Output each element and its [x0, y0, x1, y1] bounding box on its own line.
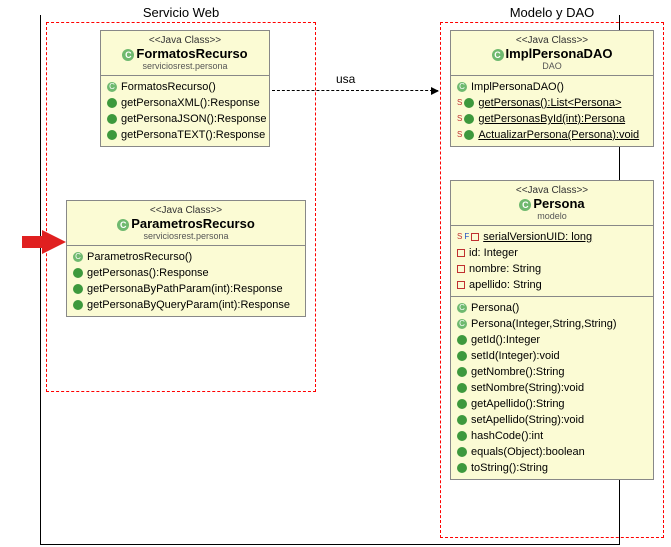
member-text: Persona() — [471, 300, 519, 316]
class-parametros-stereo: <<Java Class>> — [73, 205, 299, 216]
class-formatos: <<Java Class>> CFormatosRecurso servicio… — [100, 30, 270, 147]
class-parametros-name: CParametrosRecurso — [73, 216, 299, 231]
class-parametros: <<Java Class>> CParametrosRecurso servic… — [66, 200, 306, 317]
member-row: SFserialVersionUID: long — [457, 229, 647, 245]
member-text: equals(Object):boolean — [471, 444, 585, 460]
member-text: getPersonaTEXT():Response — [121, 127, 265, 143]
class-dao: <<Java Class>> CImplPersonaDAO DAO CImpl… — [450, 30, 654, 147]
member-row: setApellido(String):void — [457, 412, 647, 428]
member-text: getPersonaJSON():Response — [121, 111, 267, 127]
class-persona-attrs: SFserialVersionUID: longid: Integernombr… — [451, 226, 653, 297]
class-formatos-name: CFormatosRecurso — [107, 46, 263, 61]
member-text: hashCode():int — [471, 428, 543, 444]
class-persona-header: <<Java Class>> CPersona modelo — [451, 181, 653, 226]
member-row: id: Integer — [457, 245, 647, 261]
member-row: CPersona() — [457, 300, 647, 316]
member-text: getPersonas():Response — [87, 265, 209, 281]
member-row: getNombre():String — [457, 364, 647, 380]
class-dao-ops: CImplPersonaDAO()SgetPersonas():List<Per… — [451, 76, 653, 146]
member-row: hashCode():int — [457, 428, 647, 444]
class-persona: <<Java Class>> CPersona modelo SFserialV… — [450, 180, 654, 480]
member-row: getPersonaByPathParam(int):Response — [73, 281, 299, 297]
member-row: getId():Integer — [457, 332, 647, 348]
class-persona-stereo: <<Java Class>> — [457, 185, 647, 196]
class-formatos-header: <<Java Class>> CFormatosRecurso servicio… — [101, 31, 269, 76]
class-parametros-pkg: serviciosrest.persona — [73, 231, 299, 241]
class-persona-ops: CPersona()CPersona(Integer,String,String… — [451, 297, 653, 479]
member-row: setId(Integer):void — [457, 348, 647, 364]
member-row: CParametrosRecurso() — [73, 249, 299, 265]
member-row: getPersonaXML():Response — [107, 95, 263, 111]
member-row: CPersona(Integer,String,String) — [457, 316, 647, 332]
member-row: setNombre(String):void — [457, 380, 647, 396]
member-row: apellido: String — [457, 277, 647, 293]
class-icon: C — [492, 49, 504, 61]
member-row: equals(Object):boolean — [457, 444, 647, 460]
member-text: nombre: String — [469, 261, 541, 277]
member-text: getPersonaByPathParam(int):Response — [87, 281, 283, 297]
package-web-label: Servicio Web — [141, 5, 221, 20]
member-row: CFormatosRecurso() — [107, 79, 263, 95]
member-row: nombre: String — [457, 261, 647, 277]
member-row: getPersonaJSON():Response — [107, 111, 263, 127]
member-row: CImplPersonaDAO() — [457, 79, 647, 95]
member-text: setNombre(String):void — [471, 380, 584, 396]
member-text: Persona(Integer,String,String) — [471, 316, 617, 332]
member-row: getPersonaByQueryParam(int):Response — [73, 297, 299, 313]
class-formatos-ops: CFormatosRecurso()getPersonaXML():Respon… — [101, 76, 269, 146]
class-dao-stereo: <<Java Class>> — [457, 35, 647, 46]
member-text: toString():String — [471, 460, 548, 476]
member-row: SActualizarPersona(Persona):void — [457, 127, 647, 143]
member-text: id: Integer — [469, 245, 518, 261]
member-text: apellido: String — [469, 277, 542, 293]
member-text: getPersonaXML():Response — [121, 95, 260, 111]
member-text: getId():Integer — [471, 332, 540, 348]
member-text: getPersonasById(int):Persona — [478, 111, 625, 127]
member-text: serialVersionUID: long — [483, 229, 592, 245]
member-text: setId(Integer):void — [471, 348, 560, 364]
member-text: getPersonaByQueryParam(int):Response — [87, 297, 290, 313]
class-icon: C — [122, 49, 134, 61]
class-dao-pkg: DAO — [457, 61, 647, 71]
class-formatos-stereo: <<Java Class>> — [107, 35, 263, 46]
class-dao-header: <<Java Class>> CImplPersonaDAO DAO — [451, 31, 653, 76]
member-text: getPersonas():List<Persona> — [478, 95, 621, 111]
class-persona-name: CPersona — [457, 196, 647, 211]
member-row: toString():String — [457, 460, 647, 476]
member-text: setApellido(String):void — [471, 412, 584, 428]
class-icon: C — [117, 219, 129, 231]
member-text: ImplPersonaDAO() — [471, 79, 564, 95]
member-row: getPersonaTEXT():Response — [107, 127, 263, 143]
relation-arrow — [272, 90, 438, 91]
member-text: getApellido():String — [471, 396, 565, 412]
class-icon: C — [519, 199, 531, 211]
member-row: getPersonas():Response — [73, 265, 299, 281]
member-text: FormatosRecurso() — [121, 79, 216, 95]
member-row: SgetPersonasById(int):Persona — [457, 111, 647, 127]
highlight-arrow — [42, 230, 66, 254]
member-text: ParametrosRecurso() — [87, 249, 192, 265]
class-persona-pkg: modelo — [457, 211, 647, 221]
package-modelo-label: Modelo y DAO — [508, 5, 597, 20]
relation-label: usa — [336, 72, 355, 86]
member-row: SgetPersonas():List<Persona> — [457, 95, 647, 111]
member-row: getApellido():String — [457, 396, 647, 412]
class-dao-name: CImplPersonaDAO — [457, 46, 647, 61]
class-formatos-pkg: serviciosrest.persona — [107, 61, 263, 71]
class-parametros-header: <<Java Class>> CParametrosRecurso servic… — [67, 201, 305, 246]
member-text: getNombre():String — [471, 364, 565, 380]
member-text: ActualizarPersona(Persona):void — [478, 127, 639, 143]
class-parametros-ops: CParametrosRecurso()getPersonas():Respon… — [67, 246, 305, 316]
